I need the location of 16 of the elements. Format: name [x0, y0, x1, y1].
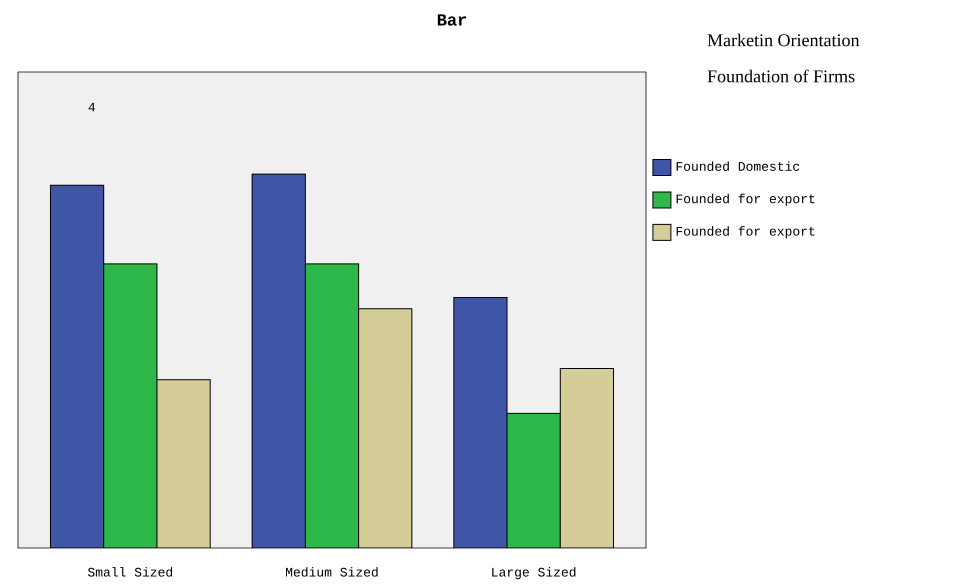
bar [50, 184, 104, 548]
x-tick-label: Large Sized [492, 567, 576, 580]
legend-label: Founded Domestic [676, 161, 800, 171]
legend-label: Founded for export [676, 226, 814, 238]
legend-title: Marketin Orientation [708, 34, 860, 46]
x-tick-label: Medium Sized [286, 567, 378, 577]
x-tick-label: Small Sized [88, 567, 172, 577]
bar [453, 297, 508, 548]
bar [560, 368, 614, 548]
legend-label: Founded for export [676, 194, 814, 206]
text: Foundation of Firms [708, 70, 854, 83]
text: 4 [88, 102, 95, 112]
chart-title: Bar [438, 14, 466, 26]
bar [252, 174, 306, 548]
bar [358, 308, 412, 548]
bar [156, 379, 211, 548]
